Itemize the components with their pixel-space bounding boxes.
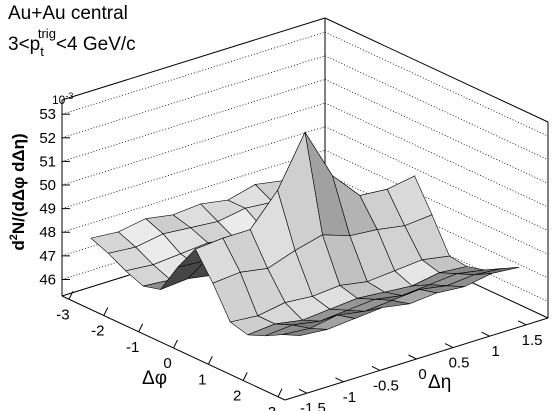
y-tick-label: -0.5 [373,377,399,394]
x-tick-label: 2 [233,388,241,405]
subtitle-sub: t [40,44,44,59]
grid-line [61,31,326,115]
z-label-sup: 2 [8,234,20,240]
z-tick-label: 48 [39,224,56,241]
z-label-part: d [9,240,28,250]
grid-line [324,102,549,208]
subtitle-part: 3<p [8,34,40,55]
y-tick [298,388,308,394]
y-tick-label: 0 [418,366,426,383]
x-tick [242,372,248,381]
x-tick [68,291,74,300]
y-tick-label: -1 [343,389,356,406]
z-tick-label: 46 [39,271,56,288]
subtitle: 3<pt trig<4 GeV/c [8,26,136,59]
z-tick-label: 52 [39,130,56,147]
y-tick-label: 1 [491,343,499,360]
surface-cell [282,328,328,336]
subtitle-part: <4 GeV/c [56,34,136,55]
y-tick [517,320,527,326]
title: Au+Au central [8,3,128,24]
grid-line [61,102,326,186]
grid-line [324,79,549,184]
grid-line [61,197,326,280]
z-tick-label: 51 [39,153,56,170]
grid-line [61,126,326,210]
y-tick [444,343,454,349]
x-tick [173,339,178,349]
box-edge [61,17,326,101]
x-tick-label: -3 [56,306,69,323]
y-tick [335,377,344,383]
y-tick-label: 0.5 [449,355,470,372]
x-tick [207,356,213,365]
z-tick-label: 47 [39,248,56,265]
z-axis-label: d2N/(dΔφ dΔη) [8,133,28,250]
x-tick-label: 0 [163,355,171,372]
y-tick [481,331,490,337]
box-edge [324,17,549,123]
subtitle-sup: trig [38,26,56,41]
y-axis-label: Δη [428,372,451,393]
x-tick [138,323,144,332]
x-axis-label: Δφ [142,368,167,389]
z-label-part: N/(dΔφ dΔη) [9,133,28,234]
x-tick-label: 1 [198,371,206,388]
grid-line [61,55,326,139]
grid-line [324,149,549,255]
x-tick-label: -2 [91,323,104,340]
z-tick-label: 49 [39,201,56,218]
x-tick-label: -1 [126,339,139,356]
y-tick-label: -1.5 [300,400,326,411]
grid-line [61,79,326,162]
x-tick-label: 3 [268,404,276,411]
z-scale-exp: -3 [65,91,73,101]
grid-line [324,55,549,161]
x-tick [277,388,283,397]
y-tick [371,365,381,371]
z-tick-label: 53 [39,106,56,123]
x-tick [103,307,109,316]
grid-line [61,149,326,233]
grid-line [324,126,549,231]
z-tick-label: 50 [39,177,56,194]
y-tick [408,354,417,360]
grid-line [324,31,549,137]
y-tick-label: 1.5 [522,332,543,349]
